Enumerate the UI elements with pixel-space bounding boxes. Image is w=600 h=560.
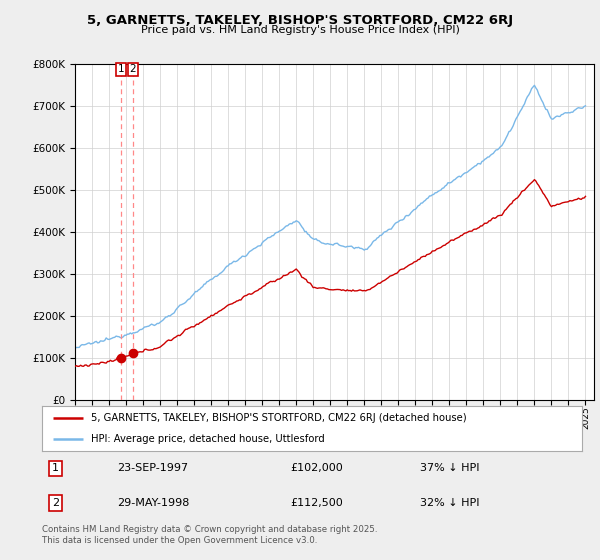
Text: 29-MAY-1998: 29-MAY-1998 — [118, 498, 190, 508]
Text: 1: 1 — [52, 464, 59, 473]
Text: HPI: Average price, detached house, Uttlesford: HPI: Average price, detached house, Uttl… — [91, 433, 325, 444]
Text: 1: 1 — [118, 64, 125, 74]
Text: £102,000: £102,000 — [290, 464, 343, 473]
Text: 2: 2 — [130, 64, 136, 74]
Text: Contains HM Land Registry data © Crown copyright and database right 2025.
This d: Contains HM Land Registry data © Crown c… — [42, 525, 377, 545]
Text: 23-SEP-1997: 23-SEP-1997 — [118, 464, 189, 473]
Text: 5, GARNETTS, TAKELEY, BISHOP'S STORTFORD, CM22 6RJ (detached house): 5, GARNETTS, TAKELEY, BISHOP'S STORTFORD… — [91, 413, 466, 423]
Text: 2: 2 — [52, 498, 59, 508]
Text: 5, GARNETTS, TAKELEY, BISHOP'S STORTFORD, CM22 6RJ: 5, GARNETTS, TAKELEY, BISHOP'S STORTFORD… — [87, 14, 513, 27]
Text: 37% ↓ HPI: 37% ↓ HPI — [420, 464, 479, 473]
Text: £112,500: £112,500 — [290, 498, 343, 508]
Text: Price paid vs. HM Land Registry's House Price Index (HPI): Price paid vs. HM Land Registry's House … — [140, 25, 460, 35]
Text: 32% ↓ HPI: 32% ↓ HPI — [420, 498, 479, 508]
